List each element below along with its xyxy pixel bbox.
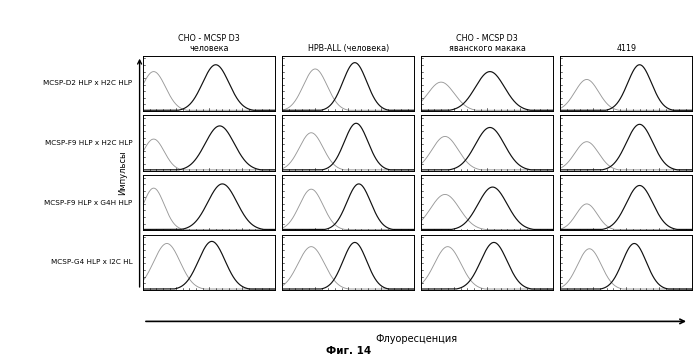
Text: HPB-ALL (человека): HPB-ALL (человека) <box>308 44 389 53</box>
FancyArrowPatch shape <box>146 319 684 324</box>
Text: 4119: 4119 <box>616 44 637 53</box>
Text: MCSP-F9 HLP x H2C HLP: MCSP-F9 HLP x H2C HLP <box>45 140 133 146</box>
Text: MCSP-G4 HLP x I2C HL: MCSP-G4 HLP x I2C HL <box>51 259 133 265</box>
Text: Флуоресценция: Флуоресценция <box>375 334 457 344</box>
Text: MCSP-F9 HLP x G4H HLP: MCSP-F9 HLP x G4H HLP <box>45 199 133 206</box>
Text: CHO - MCSP D3
человека: CHO - MCSP D3 человека <box>178 33 240 53</box>
FancyArrowPatch shape <box>138 60 142 287</box>
Text: MCSP-D2 HLP x H2C HLP: MCSP-D2 HLP x H2C HLP <box>43 80 133 86</box>
Text: Фиг. 14: Фиг. 14 <box>327 346 371 356</box>
Text: Импульсы: Импульсы <box>118 150 126 195</box>
Text: CHO - MCSP D3
яванского макака: CHO - MCSP D3 яванского макака <box>449 33 526 53</box>
